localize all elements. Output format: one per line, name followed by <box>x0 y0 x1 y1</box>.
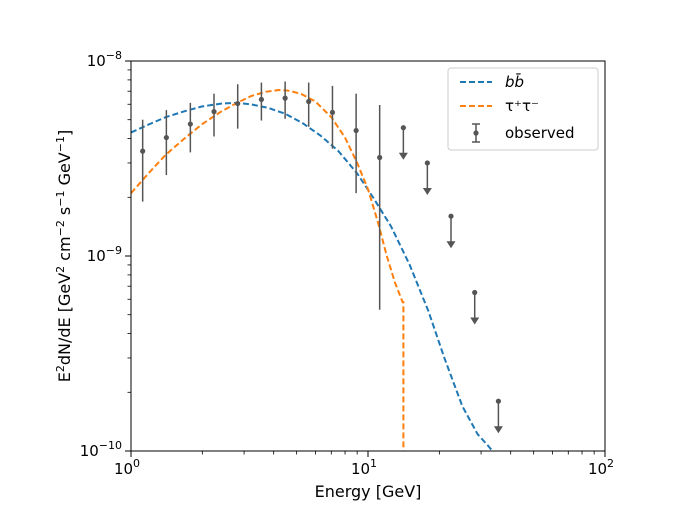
legend-label-tautau: τ⁺τ⁻ <box>505 97 539 115</box>
upper-limit-arrow-head <box>493 426 503 434</box>
observed-point <box>377 154 383 161</box>
legend: bb̄ τ⁺τ⁻ observed <box>447 67 599 151</box>
legend-frame <box>447 67 599 151</box>
upper-limit-arrow-head <box>446 241 456 249</box>
plot-frame <box>130 60 606 452</box>
x-tick-label: 101 <box>351 457 377 478</box>
x-tick-label: 102 <box>588 457 614 478</box>
observed-points <box>140 81 503 434</box>
observed-point <box>187 121 193 127</box>
legend-label-bb: bb̄ <box>505 72 524 91</box>
observed-point <box>211 109 217 115</box>
x-axis-label: Energy [GeV] <box>315 482 422 501</box>
upper-limit-arrow-head <box>470 317 480 325</box>
upper-limit-arrow-head <box>398 152 408 160</box>
observed-point <box>140 148 146 154</box>
y-axis-label: E2dN/dE [GeV2 cm−2 s−1 GeV−1] <box>54 130 74 382</box>
upper-limit-arrow-head <box>422 187 432 195</box>
observed-point <box>235 100 241 107</box>
legend-label-observed: observed <box>505 124 575 142</box>
observed-point <box>282 95 288 101</box>
model-curves <box>131 88 494 451</box>
y-tick-label: 10−10 <box>80 439 122 460</box>
observed-point <box>329 109 336 116</box>
y-tick-label: 10−8 <box>87 49 122 70</box>
observed-point <box>163 134 169 141</box>
x-tick-label: 100 <box>114 457 140 478</box>
upper-limit-point <box>424 160 430 166</box>
series-tautau-line <box>131 88 405 451</box>
legend-marker <box>473 130 479 136</box>
axis-ticks: 100 101 102 10−10 10−9 10−8 <box>80 49 614 478</box>
y-tick-label: 10−9 <box>87 244 122 265</box>
observed-point <box>258 96 265 103</box>
observed-point <box>306 98 312 105</box>
series-bb-line <box>131 101 494 451</box>
observed-point <box>353 127 359 134</box>
upper-limit-point <box>448 213 454 219</box>
legend-swatch-observed <box>472 123 480 143</box>
